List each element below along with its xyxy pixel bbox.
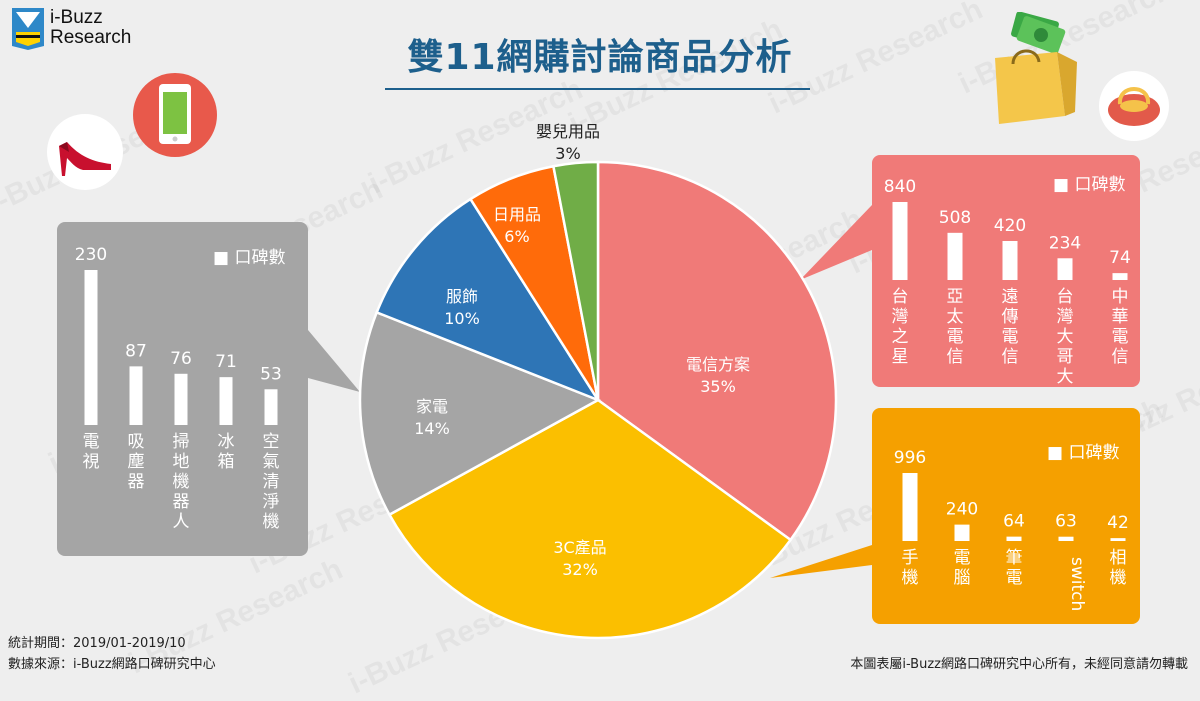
pie-slice-3 (375, 197, 602, 403)
pie-slice-1 (387, 398, 793, 640)
3c-legend: ■ 口碑數 (1047, 443, 1120, 463)
bar-1 (129, 366, 143, 425)
telecom-legend-label: 口碑數 (1074, 175, 1126, 195)
pie-label-4: 日用品 (493, 205, 541, 224)
bar-3 (219, 377, 233, 425)
ibuzz-logo-icon (12, 8, 44, 50)
brand-line-1: i-Buzz (50, 7, 103, 28)
bar-category-0: 台灣之星 (892, 287, 909, 367)
bar-category-3: 冰箱 (218, 432, 235, 472)
shopping-bag-money-icon (995, 12, 1077, 124)
3c-bars: 996 手機 240 電腦 64 筆電 63 switch 42 相機 (894, 448, 1129, 611)
appliances-bars: 230 電視 87 吸塵器 76 掃地機器人 71 冰箱 53 空氣清淨機 (75, 245, 282, 532)
bar-value-1: 87 (125, 341, 147, 361)
bar-category-0: 電視 (83, 432, 100, 472)
bar-category-2: 筆電 (1006, 548, 1023, 588)
telecom-legend: ■ 口碑數 (1053, 175, 1126, 195)
pie-percent-5: 3% (555, 144, 580, 163)
bar-1 (954, 524, 970, 541)
bar-category-2: 遠傳電信 (1002, 287, 1019, 367)
bar-2 (174, 373, 188, 425)
bar-value-2: 420 (994, 216, 1026, 236)
bar-value-0: 230 (75, 245, 107, 265)
bar-value-4: 42 (1107, 513, 1129, 533)
high-heel-icon (47, 114, 123, 190)
bar-value-4: 74 (1109, 248, 1131, 268)
bar-4 (1110, 538, 1126, 541)
brand-line-2: Research (50, 27, 132, 48)
gray-panel-pointer (308, 330, 360, 392)
bar-category-1: 吸塵器 (128, 432, 145, 492)
bar-value-1: 508 (939, 208, 971, 228)
pie-percent-0: 35% (700, 377, 736, 396)
bar-value-3: 63 (1055, 512, 1077, 532)
bar-category-4: 相機 (1110, 548, 1127, 588)
telecom-bars: 840 台灣之星 508 亞太電信 420 遠傳電信 234 台灣大哥大 74 中華電信 (884, 177, 1131, 387)
bar-0 (892, 202, 908, 280)
bar-value-3: 71 (215, 352, 237, 372)
bar-category-2: 掃地機器人 (173, 432, 190, 532)
pie-label-5: 嬰兒用品 (536, 122, 600, 141)
period-note: 統計期間：2019/01-2019/10 (8, 636, 186, 651)
telecom-bar-chart: 840 台灣之星 508 亞太電信 420 遠傳電信 234 台灣大哥大 74 中華電信 (884, 177, 1131, 387)
3c-legend-label: 口碑數 (1068, 443, 1120, 463)
pie-percent-3: 10% (444, 309, 480, 328)
bar-0 (902, 473, 918, 541)
bar-0 (84, 270, 98, 425)
pie-slices: 電信方案 35% 3C產品 32% 家電 14% 服飾 10% 日用品 6% 嬰兒用品 3% (358, 122, 838, 640)
pie-label-3: 服飾 (446, 287, 478, 306)
bar-value-3: 234 (1049, 233, 1081, 253)
pie-percent-2: 14% (414, 419, 450, 438)
bar-4 (1112, 273, 1128, 280)
pie-percent-1: 32% (562, 560, 598, 579)
pie-label-1: 3C產品 (553, 538, 606, 557)
handbag-icon (1099, 71, 1169, 141)
bar-category-1: 電腦 (954, 548, 971, 588)
bar-category-3: 台灣大哥大 (1057, 287, 1074, 387)
bar-category-3: switch (1067, 557, 1087, 611)
pie-slice-0 (596, 160, 838, 542)
bar-category-4: 中華電信 (1112, 287, 1129, 367)
bar-2 (1006, 536, 1022, 541)
brand-text: i-Buzz Research (50, 8, 131, 48)
bar-value-1: 240 (946, 500, 978, 520)
appliances-bar-chart: 230 電視 87 吸塵器 76 掃地機器人 71 冰箱 53 空氣清淨機 (75, 245, 282, 532)
appliances-legend-label: 口碑數 (234, 248, 286, 268)
bar-1 (947, 232, 963, 280)
pie-slice-2 (358, 310, 601, 517)
bar-value-2: 76 (170, 349, 192, 369)
title-underline (385, 88, 810, 90)
callout-pointers (308, 205, 872, 578)
bar-value-4: 53 (260, 364, 282, 384)
bar-value-0: 996 (894, 448, 926, 468)
smartphone-icon (133, 73, 217, 157)
category-pie-chart: 電信方案 35% 3C產品 32% 家電 14% 服飾 10% 日用品 6% 嬰兒用品 3% (358, 122, 838, 640)
3c-bar-chart: 996 手機 240 電腦 64 筆電 63 switch 42 相機 (894, 448, 1129, 611)
bar-value-0: 840 (884, 177, 916, 197)
appliances-legend: ■ 口碑數 (213, 248, 286, 268)
pie-percent-4: 6% (504, 227, 529, 246)
bar-4 (264, 389, 278, 425)
red-panel-pointer (800, 205, 872, 280)
bar-2 (1002, 241, 1018, 280)
pie-slice-5 (551, 160, 600, 401)
bar-category-4: 空氣清淨機 (263, 432, 280, 532)
pie-label-2: 家電 (416, 397, 448, 416)
pie-label-0: 電信方案 (686, 355, 750, 374)
orange-panel-pointer (770, 545, 872, 578)
source-note: 數據來源：i-Buzz網路口碑研究中心 (8, 657, 216, 672)
bar-3 (1058, 536, 1074, 541)
page-title: 雙11網購討論商品分析 (407, 37, 793, 78)
bar-category-0: 手機 (902, 548, 919, 588)
bar-value-2: 64 (1003, 512, 1025, 532)
bar-3 (1057, 258, 1073, 280)
copyright-note: 本圖表屬i-Buzz網路口碑研究中心所有，未經同意請勿轉載 (850, 657, 1188, 672)
bar-category-1: 亞太電信 (947, 287, 964, 367)
